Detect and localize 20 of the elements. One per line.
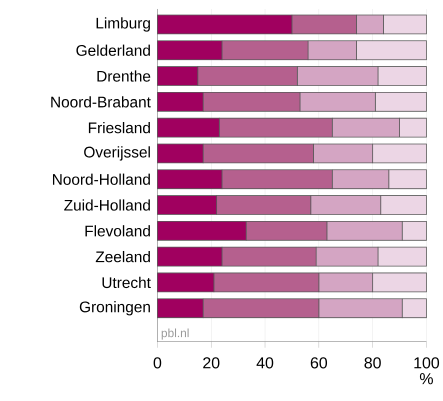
annotation: pbl.nl <box>162 328 189 340</box>
y-tick-label: Drenthe <box>97 70 150 82</box>
y-tick-label: Noord-Holland <box>52 174 150 186</box>
y-tick-label: Groningen <box>80 301 150 316</box>
x-tick-label: 40 <box>256 357 274 369</box>
y-tick-label: Gelderland <box>76 44 150 56</box>
x-tick-label: 100 <box>414 357 440 369</box>
x-tick-label: 80 <box>364 357 381 369</box>
x-tick-label: 20 <box>203 357 220 369</box>
y-tick-label: Zeeland <box>96 251 150 263</box>
y-tick-label: Overijssel <box>84 146 150 161</box>
y-tick-label: Flevoland <box>85 225 150 237</box>
x-axis-title: % <box>420 373 433 385</box>
y-tick-label: Noord-Brabant <box>51 96 151 108</box>
y-tick-label: Friesland <box>88 122 150 134</box>
y-tick-label: Utrecht <box>102 277 151 288</box>
x-tick-label: 60 <box>310 357 328 369</box>
y-tick-label: Limburg <box>96 18 150 32</box>
x-tick-label: 0 <box>154 357 162 369</box>
y-tick-label: Zuid-Holland <box>64 200 150 211</box>
